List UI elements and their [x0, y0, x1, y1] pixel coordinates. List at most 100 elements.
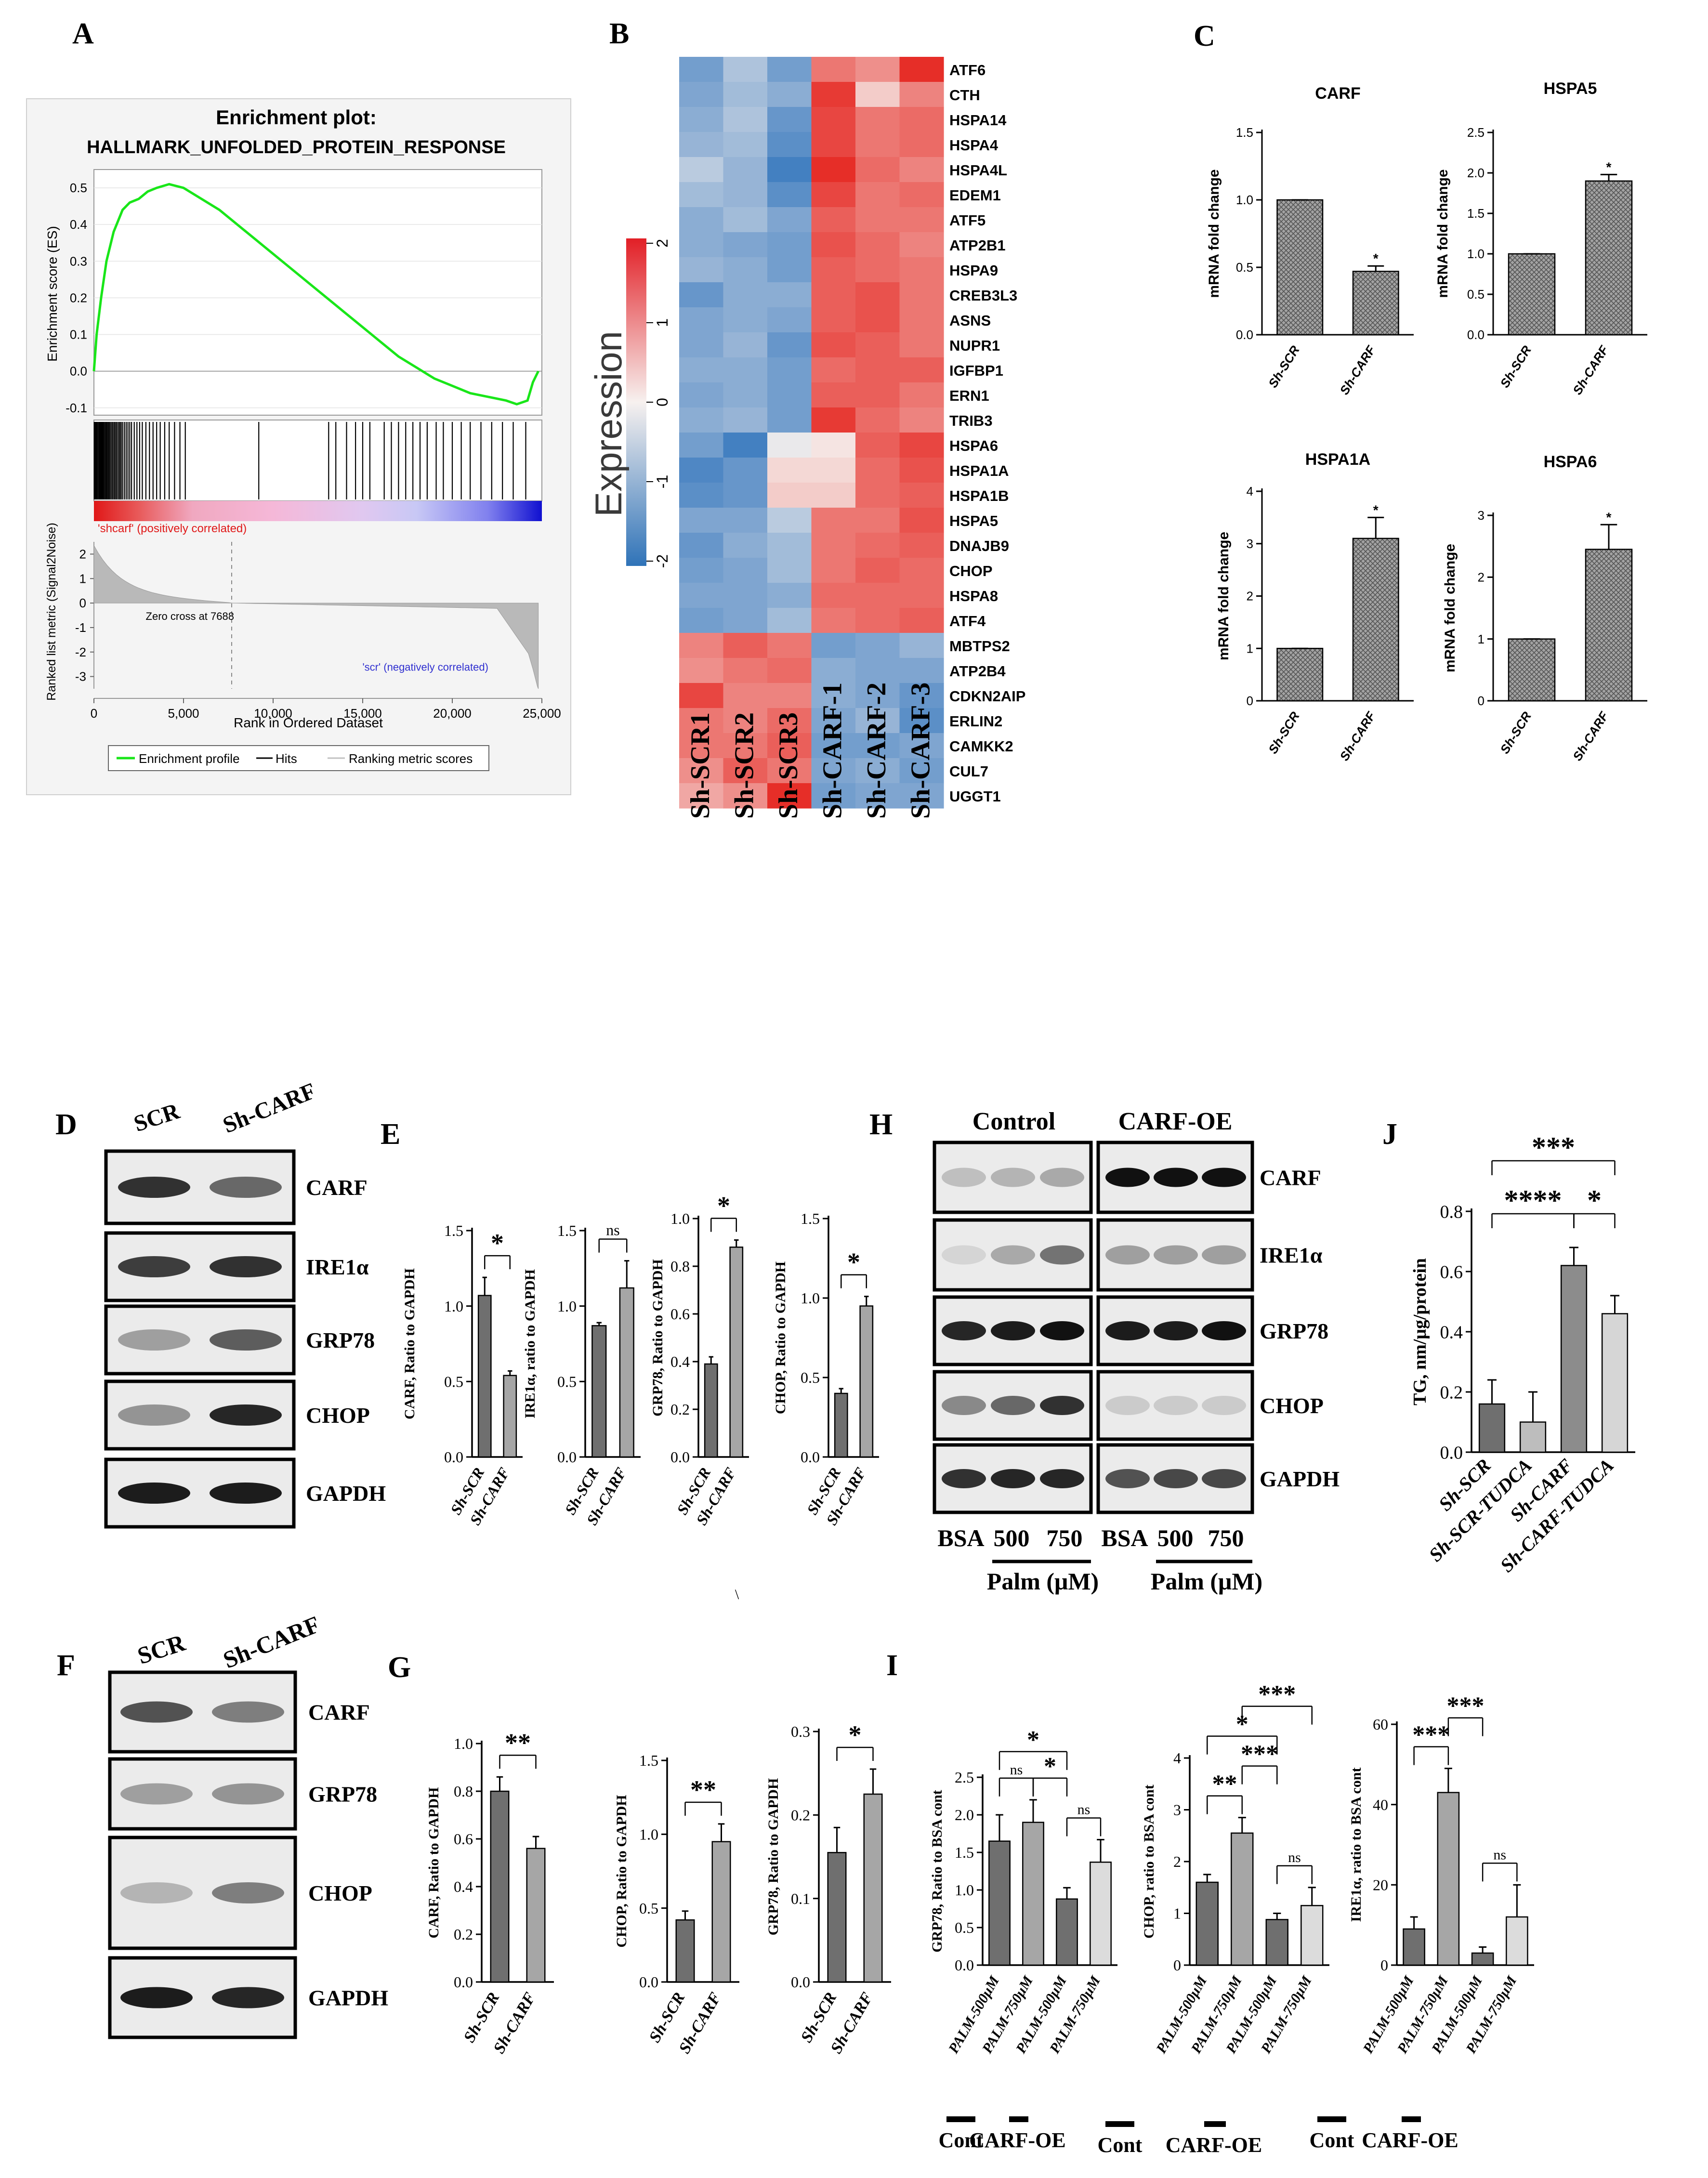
heatmap-cell — [899, 182, 944, 208]
heatmap-row-label: ATP2B1 — [949, 237, 1006, 254]
chart-title: HSPA1A — [1305, 450, 1370, 469]
heatmap-cell — [767, 282, 812, 308]
y-axis-label: CARF, Ratio to GAPDH — [426, 1787, 442, 1939]
heatmap-cell — [899, 458, 944, 483]
y-axis-label: GRP78, Ratio to GAPDH — [765, 1778, 781, 1936]
y-tick-label: 0 — [1478, 694, 1485, 708]
blot-row-label-h: CHOP — [1260, 1393, 1324, 1418]
heatmap-cell — [679, 182, 724, 208]
heatmap-row-label: CUL7 — [949, 763, 988, 780]
heatmap-cell — [899, 558, 944, 583]
y-tick-label: 0.0 — [454, 1973, 473, 1991]
y-tick-label: 2.0 — [955, 1806, 974, 1824]
rank-y-label: Ranked list metric (Signal2Noise) — [45, 523, 58, 701]
bar — [1231, 1832, 1254, 1966]
bar — [503, 1375, 517, 1458]
y-tick-label: 20 — [1373, 1876, 1388, 1894]
heatmap-cell — [811, 207, 856, 233]
heatmap-row-label: CHOP — [949, 563, 993, 579]
y-tick-label: 0.2 — [454, 1926, 473, 1943]
heatmap-cell — [767, 232, 812, 258]
blot-row-label-f: GAPDH — [308, 1986, 388, 2010]
y-tick-label: 0.5 — [955, 1919, 974, 1936]
band-h — [1040, 1168, 1084, 1187]
bar — [1508, 253, 1556, 336]
bar — [1478, 1403, 1506, 1453]
heatmap-cell — [767, 608, 812, 633]
heatmap-row-label: DNAJB9 — [949, 538, 1009, 554]
blot-box-d — [104, 1379, 296, 1451]
band-f — [212, 1701, 284, 1723]
rank-y-tick: 1 — [79, 571, 86, 586]
heatmap-cell — [811, 558, 856, 583]
y-tick-label: 0.5 — [1467, 287, 1485, 302]
heatmap-cell — [679, 583, 724, 608]
heatmap-cell — [767, 82, 812, 107]
heatmap-cell — [855, 533, 900, 558]
band-h — [1040, 1321, 1084, 1340]
blot-lane-label: BSA — [937, 1524, 984, 1551]
heatmap-cell — [679, 658, 724, 683]
rank-y-tick: -3 — [75, 669, 86, 684]
significance-marker: * — [1373, 251, 1379, 266]
heatmap-cell — [723, 683, 768, 709]
band-f — [120, 1987, 193, 2008]
y-tick-label: 0.3 — [791, 1723, 810, 1740]
band-h — [1040, 1245, 1084, 1265]
heatmap-cell — [855, 282, 900, 308]
y-tick-label: 0.0 — [557, 1448, 577, 1466]
heatmap-cell — [767, 157, 812, 183]
heatmap-cell — [811, 407, 856, 433]
heatmap-legend-tick: 0 — [654, 398, 671, 407]
y-tick-label: 1.0 — [639, 1826, 658, 1843]
y-tick-label: 2 — [1173, 1853, 1181, 1870]
heatmap-cell — [679, 608, 724, 633]
heatmap-cell — [899, 533, 944, 558]
heatmap-cell — [723, 758, 768, 784]
heatmap-cell — [899, 783, 944, 809]
comparison-label: *** — [1447, 1693, 1485, 1720]
heatmap-cell — [723, 633, 768, 658]
heatmap-cell — [899, 683, 944, 709]
annotation-positive: 'shcarf' (positively correlated) — [98, 522, 247, 535]
bar — [988, 1840, 1011, 1966]
heatmap-cell — [855, 633, 900, 658]
y-axis-label: IRE1α, ratio to GAPDH — [522, 1269, 538, 1418]
comparison-label: ** — [505, 1728, 531, 1757]
heatmap-cell — [855, 508, 900, 533]
bar — [490, 1790, 510, 1983]
heatmap-cell — [767, 783, 812, 809]
i-chop-cont-label: Cont — [1098, 2133, 1143, 2157]
heatmap-cell — [679, 508, 724, 533]
heatmap-cell — [723, 182, 768, 208]
es-y-tick: 0.0 — [70, 364, 87, 379]
heatmap-cell — [679, 433, 724, 458]
y-axis-label: TG, nm/μg/protein — [1410, 1258, 1430, 1405]
heatmap-cell — [767, 483, 812, 508]
heatmap-cell — [899, 633, 944, 658]
gsea-legend-box — [108, 745, 489, 771]
heatmap-cell — [899, 483, 944, 508]
y-tick-label: 0.4 — [670, 1353, 690, 1370]
heatmap-cell — [811, 683, 856, 709]
y-tick-label: 0.5 — [639, 1900, 658, 1917]
treatment-label-carfoe: Palm (μM) — [1151, 1568, 1262, 1595]
y-tick-label: 0.6 — [670, 1305, 690, 1323]
bar — [675, 1919, 695, 1983]
comparison-label: * — [847, 1248, 860, 1277]
heatmap-cell — [811, 257, 856, 283]
heatmap-row-label: ERLIN2 — [949, 713, 1002, 730]
bar — [1585, 180, 1633, 336]
panel-letter-c: C — [1194, 20, 1215, 52]
es-y-tick: -0.1 — [66, 401, 87, 415]
bar — [1056, 1898, 1078, 1966]
y-tick-label: 2.5 — [1467, 125, 1485, 140]
panel-letter-j: J — [1382, 1118, 1397, 1151]
hits-area — [93, 420, 542, 501]
heatmap-cell — [855, 683, 900, 709]
comparison-label: * — [717, 1192, 730, 1220]
panel-letter-h: H — [869, 1108, 893, 1141]
y-axis-label: CHOP, Ratio to GAPDH — [773, 1261, 788, 1414]
y-tick-label: 0.0 — [955, 1956, 974, 1974]
heatmap-cell — [767, 382, 812, 408]
